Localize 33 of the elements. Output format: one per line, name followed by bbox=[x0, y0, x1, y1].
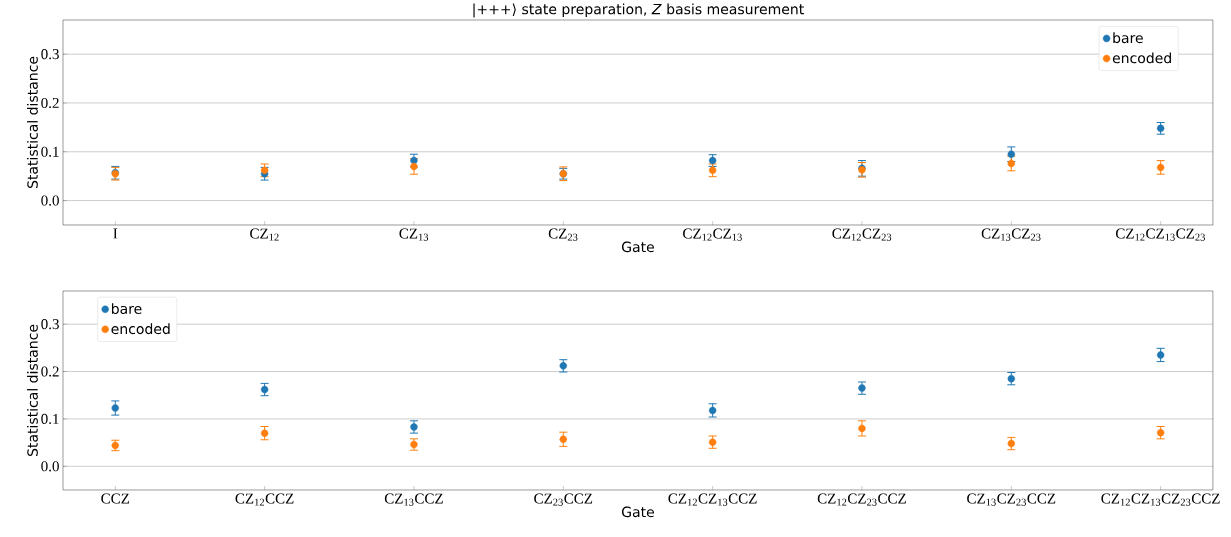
x-tick-label: CZ$_{12}$CZ$_{13}$CZ$_{23}$ bbox=[1116, 228, 1205, 241]
y-axis-title: Statistical distance bbox=[27, 324, 38, 457]
legend-label: encoded bbox=[1112, 52, 1171, 64]
y-tick-label: 0.2 bbox=[41, 366, 59, 377]
chart-title: |+++⟩ state preparation, Z basis measurement bbox=[473, 3, 804, 18]
x-tick-label: CZ$_{23}$ bbox=[548, 228, 578, 241]
y-tick-label: 0.0 bbox=[41, 461, 59, 472]
x-tick-label: I bbox=[113, 228, 118, 239]
x-tick-label: CZ$_{12}$CZ$_{13}$CZ$_{23}$CCZ bbox=[1101, 493, 1220, 506]
legend-label: bare bbox=[111, 303, 142, 314]
x-tick-label: CCZ bbox=[101, 493, 130, 504]
x-tick-label: CZ$_{12}$CZ$_{13}$ bbox=[683, 228, 742, 241]
y-tick-label: 0.3 bbox=[41, 49, 59, 60]
legend-label: encoded bbox=[111, 323, 170, 335]
y-tick-label: 0.0 bbox=[41, 195, 59, 206]
x-tick-label: CZ$_{23}$CCZ bbox=[534, 493, 593, 506]
x-tick-label: CZ$_{12}$CZ$_{23}$CCZ bbox=[817, 493, 906, 506]
x-tick-label: CZ$_{12}$CZ$_{23}$ bbox=[832, 228, 892, 241]
x-tick-label: CZ$_{13}$ bbox=[399, 228, 429, 241]
x-axis-title: Gate bbox=[621, 241, 654, 253]
y-tick-label: 0.3 bbox=[41, 319, 59, 330]
y-axis-title: Statistical distance bbox=[27, 56, 38, 189]
x-tick-label: CZ$_{12}$CCZ bbox=[235, 493, 294, 506]
y-tick-label: 0.1 bbox=[41, 146, 59, 157]
legend-label: bare bbox=[1113, 32, 1143, 44]
x-tick-label: CZ$_{12}$ bbox=[250, 228, 279, 241]
y-tick-label: 0.2 bbox=[41, 97, 59, 109]
y-tick-label: 0.1 bbox=[41, 413, 59, 425]
x-tick-label: CZ$_{13}$CZ$_{23}$CCZ bbox=[967, 493, 1056, 506]
x-tick-label: CZ$_{12}$CZ$_{13}$CCZ bbox=[668, 493, 757, 506]
x-axis-title: Gate bbox=[621, 506, 654, 518]
x-tick-label: CZ$_{13}$CCZ bbox=[384, 493, 443, 506]
x-tick-label: CZ$_{13}$CZ$_{23}$ bbox=[981, 228, 1041, 241]
